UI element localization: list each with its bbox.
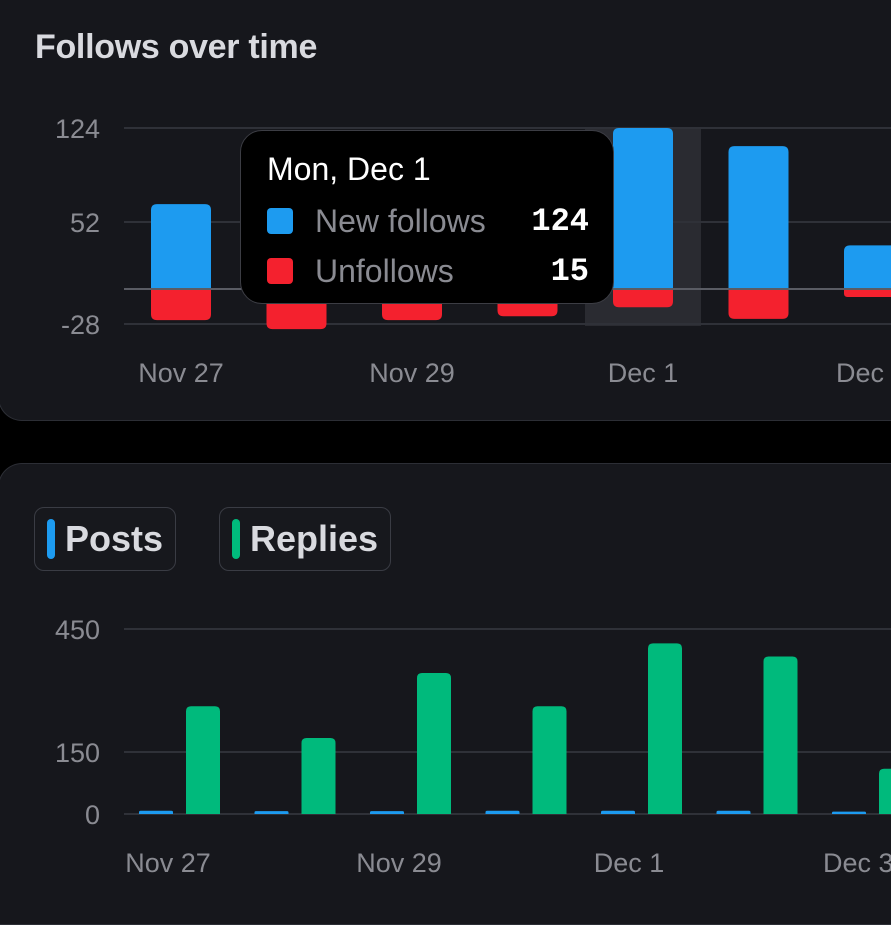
tooltip-row-new-follows: New follows 124 [267,203,589,243]
replies-bar [186,706,220,814]
tooltip-label: New follows [315,203,486,239]
legend-label-replies: Replies [250,518,379,559]
new-follows-bar [613,128,673,288]
posts-bar [485,810,520,814]
new-follows-bar [728,146,789,288]
posts-bar [254,811,289,814]
x-tick-label: Dec [836,358,884,388]
tooltip-value: 124 [531,203,589,240]
legend-label-posts: Posts [65,518,164,559]
y-tick-label: 150 [55,738,100,768]
new-follows-bar [151,204,211,288]
x-tick-label: Nov 27 [138,358,224,388]
unfollows-bar [151,290,211,321]
activity-chart[interactable]: 450 150 0 Nov 27 Nov 29 Dec 1 Dec 3 [0,0,891,895]
y-tick-label: 450 [55,615,100,645]
x-tick-label: Dec 1 [608,358,679,388]
legend-toggle-posts[interactable]: Posts [34,507,177,571]
new-follows-bar [844,245,891,288]
replies-bar [417,672,451,814]
posts-bar [832,811,866,814]
x-tick-label: Nov 29 [356,848,442,878]
x-tick-label: Dec 3 [823,848,891,878]
posts-bar [370,811,404,814]
y-tick-label: 124 [55,114,100,144]
replies-bar [301,737,336,814]
y-tick-label: 52 [70,208,100,238]
replies-bar [763,656,798,814]
unfollows-bar [613,290,673,308]
replies-bar [532,706,567,814]
tooltip-value: 15 [550,253,589,290]
follows-card-title: Follows over time [35,28,318,66]
tooltip-date: Mon, Dec 1 [267,151,431,187]
tooltip-label: Unfollows [315,253,454,289]
x-tick-label: Nov 27 [125,848,211,878]
unfollows-bar [844,290,891,297]
replies-color-marker [232,519,240,559]
unfollows-swatch [267,258,293,284]
x-tick-label: Nov 29 [369,358,455,388]
tooltip-row-unfollows: Unfollows 15 [267,253,589,293]
new-follows-swatch [267,208,293,234]
x-tick-label: Dec 1 [594,848,665,878]
posts-bar [139,810,173,814]
unfollows-bar [728,290,789,319]
y-tick-label: -28 [61,310,100,340]
chart-tooltip: Mon, Dec 1 New follows 124 Unfollows 15 [240,130,614,304]
y-tick-label: 0 [85,800,100,830]
posts-bar [716,810,751,814]
replies-bar [879,768,891,814]
posts-color-marker [47,519,55,559]
legend-toggle-replies[interactable]: Replies [219,507,392,571]
replies-bar [648,643,682,814]
posts-bar [601,810,635,814]
